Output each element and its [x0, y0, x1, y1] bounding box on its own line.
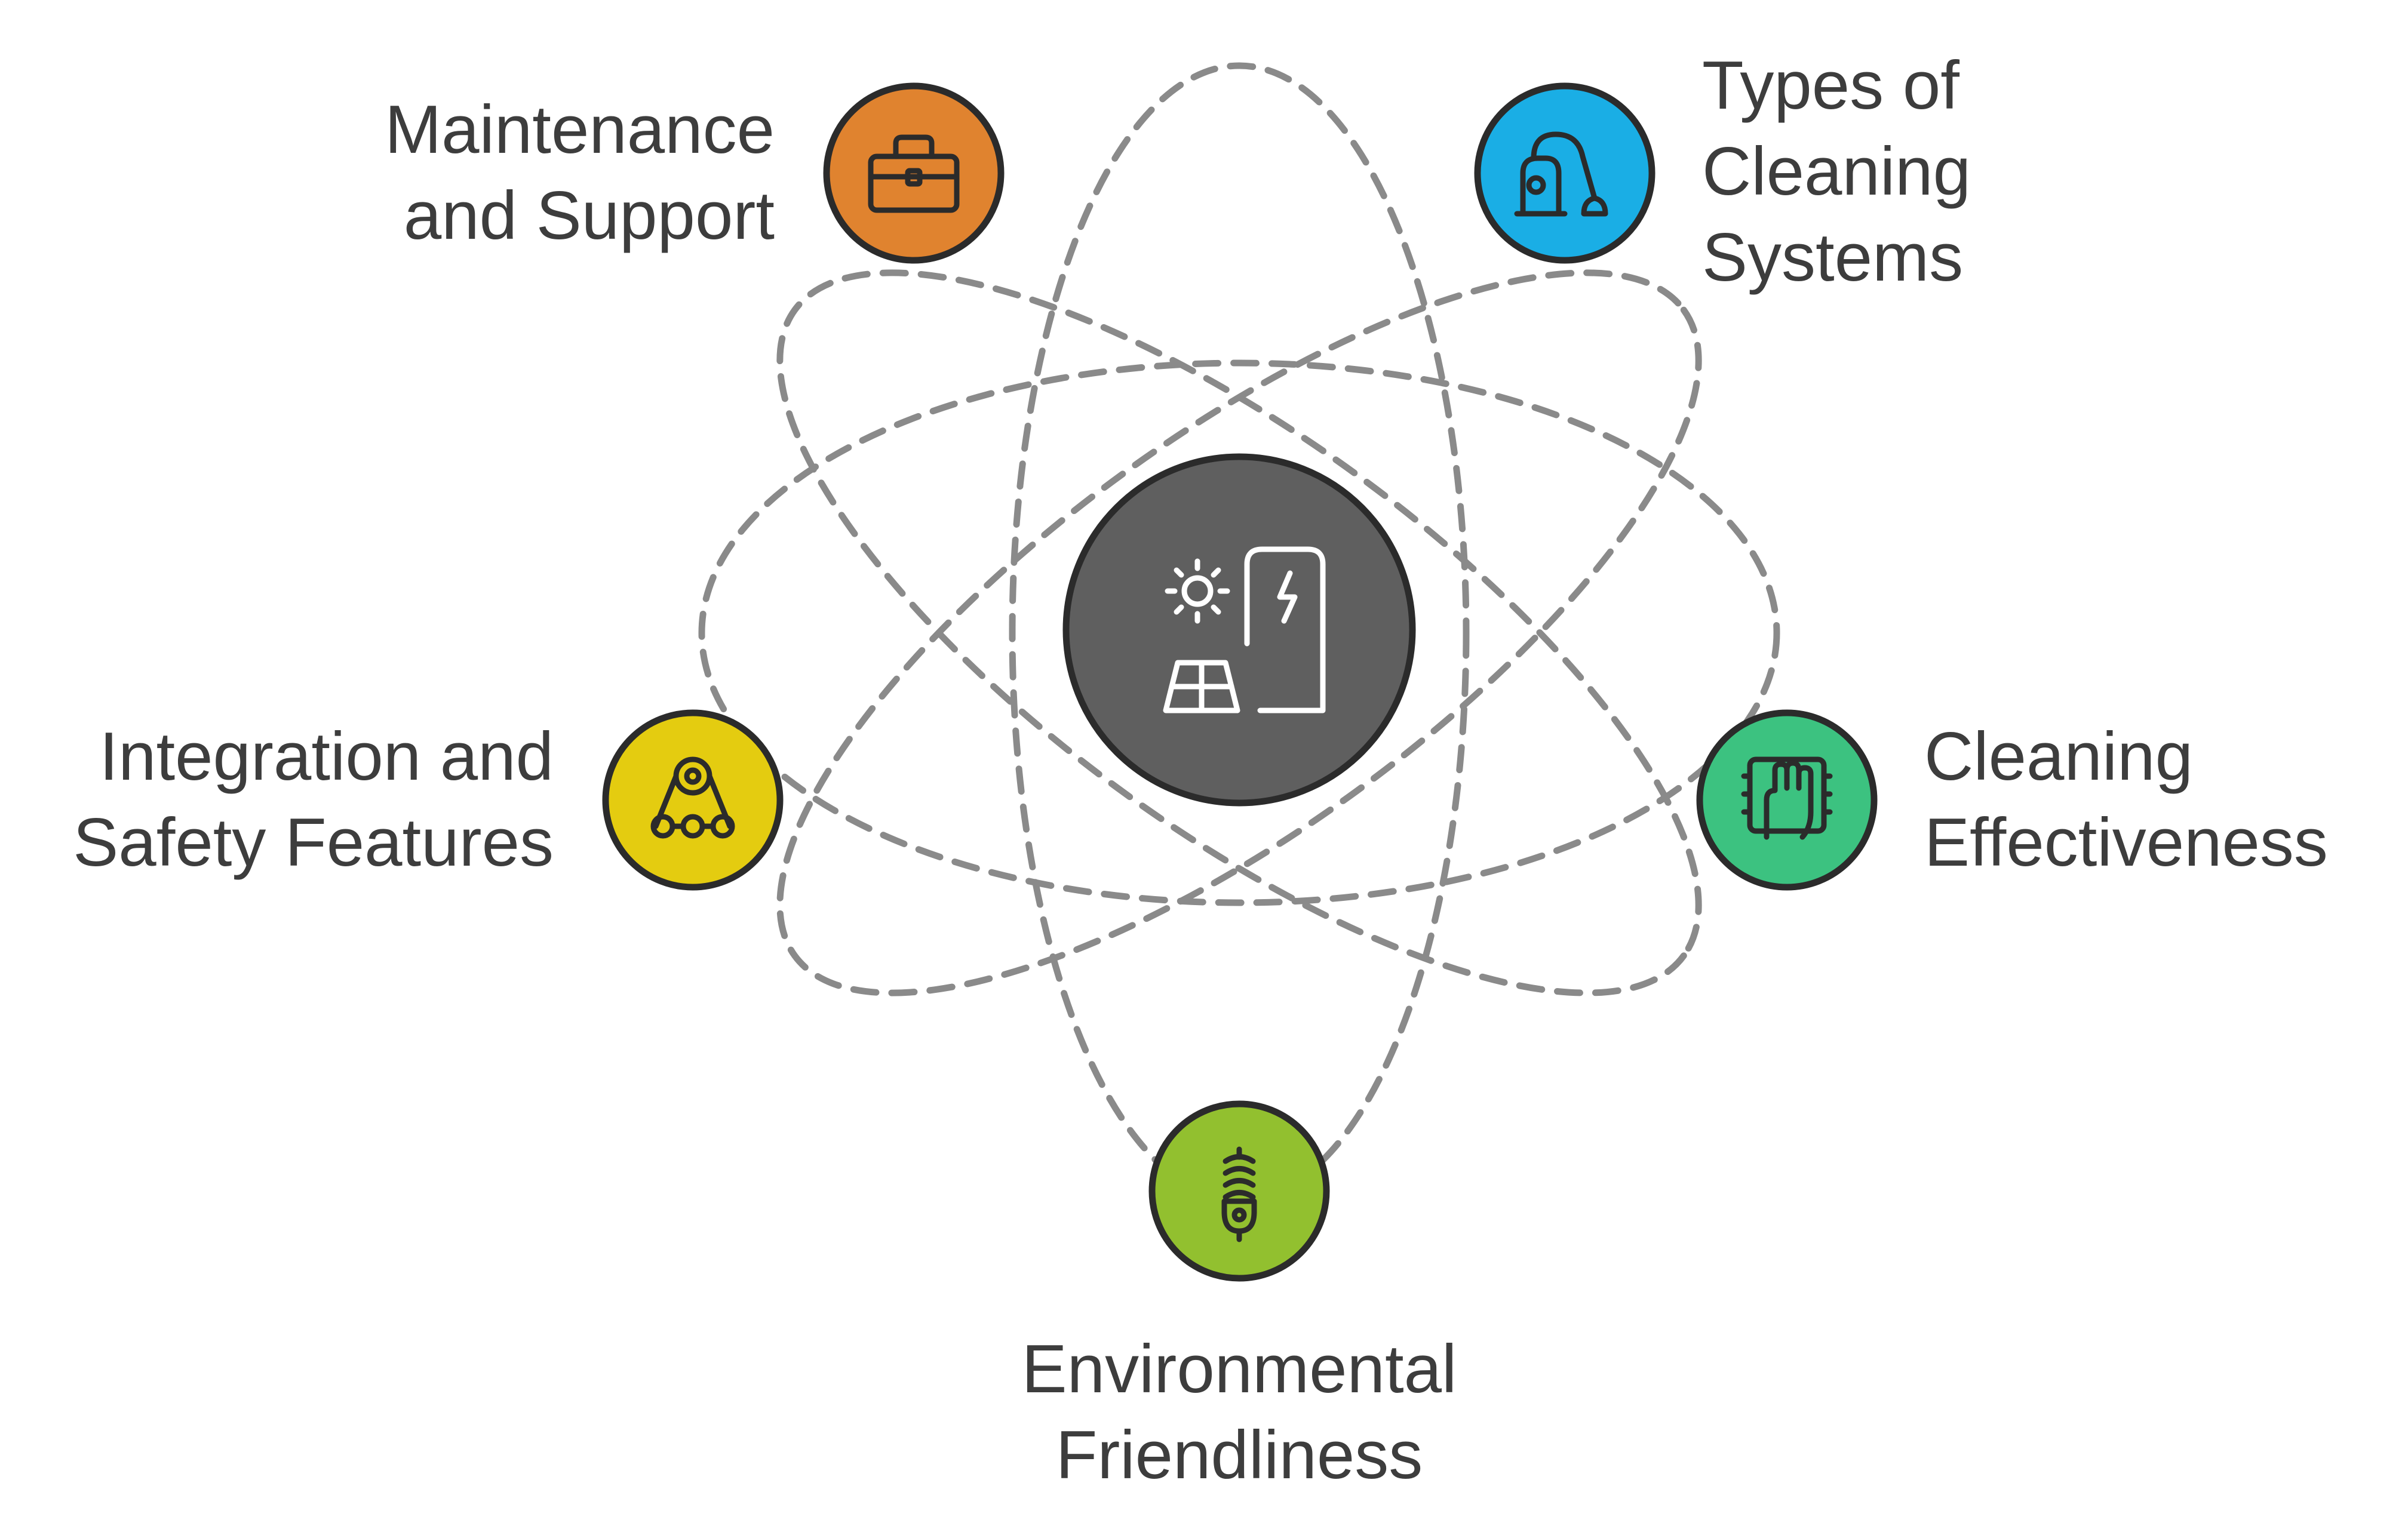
- vacuum-cleaner-icon: [1514, 131, 1608, 217]
- solar-charging-station-icon: [1163, 546, 1326, 713]
- orbit-ring-horizontal: [698, 359, 1780, 906]
- node-effectiveness: [1696, 709, 1878, 891]
- conveyor-gear-icon: [650, 756, 735, 839]
- label-maintenance: Maintenance and Support: [385, 87, 775, 259]
- orbit-ring-diagonal-b: [776, 269, 1702, 996]
- node-integration-circle: [602, 709, 784, 891]
- label-maintenance-line-2: and Support: [403, 178, 775, 254]
- label-maintenance-line-1: Maintenance: [385, 92, 775, 168]
- label-integration-line-1: Integration and: [99, 719, 554, 795]
- label-effectiveness: Cleaning Effectiveness: [1924, 714, 2328, 886]
- label-types: Types of Cleaning Systems: [1702, 43, 1971, 301]
- label-effectiveness-line-2: Effectiveness: [1924, 805, 2328, 881]
- label-environmental-line-2: Friendliness: [1055, 1417, 1423, 1493]
- label-types-line-2: Cleaning: [1702, 134, 1971, 210]
- eco-bulb-icon: [1221, 1146, 1257, 1242]
- hand-wiping-icon: [1741, 756, 1833, 840]
- label-types-line-1: Types of: [1702, 48, 1959, 124]
- center-hub-circle: [1062, 453, 1416, 807]
- node-maintenance: [823, 82, 1005, 264]
- label-integration-line-2: Safety Features: [73, 805, 554, 881]
- toolbox-icon: [868, 134, 960, 213]
- center-hub: [1062, 453, 1416, 807]
- label-types-line-3: Systems: [1702, 220, 1964, 296]
- node-types: [1474, 82, 1656, 264]
- label-environmental-line-1: Environmental: [1021, 1331, 1457, 1407]
- node-environmental: [1148, 1100, 1330, 1282]
- label-integration: Integration and Safety Features: [73, 714, 554, 886]
- label-effectiveness-line-1: Cleaning: [1924, 719, 2193, 795]
- node-types-circle: [1474, 82, 1656, 264]
- node-effectiveness-circle: [1696, 709, 1878, 891]
- orbit-ring-diagonal-a: [776, 269, 1702, 996]
- label-environmental: Environmental Friendliness: [941, 1327, 1538, 1499]
- node-integration: [602, 709, 784, 891]
